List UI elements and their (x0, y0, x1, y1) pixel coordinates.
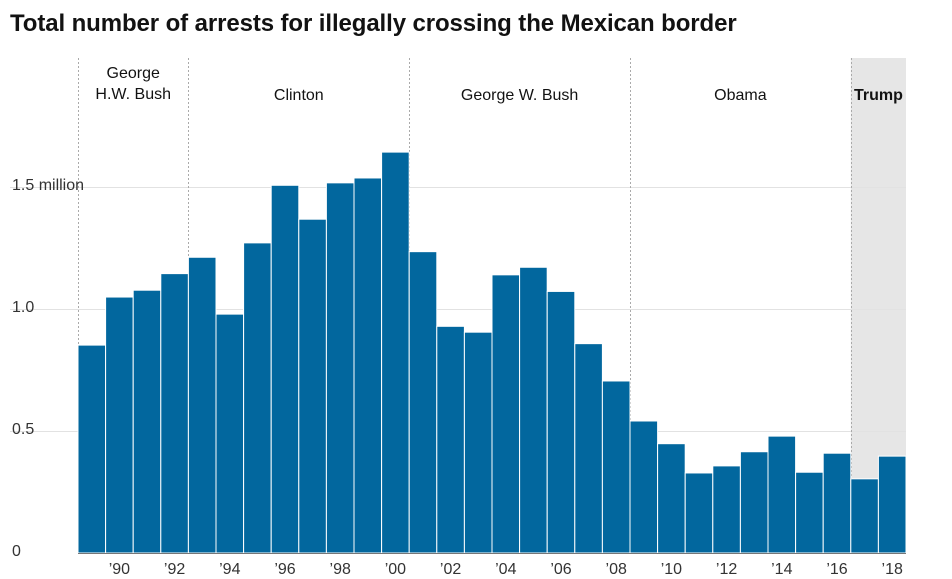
x-tick-label: ’94 (219, 561, 240, 578)
x-tick-label: ’02 (440, 561, 461, 578)
bar-2013 (739, 451, 769, 554)
y-tick-label: 0.5 (12, 421, 34, 438)
x-tick-label: ’10 (661, 561, 682, 578)
y-tick-label: 1.0 (12, 299, 34, 316)
y-tick-label: 0 (12, 543, 21, 560)
bar-1997 (298, 218, 327, 554)
bar-2002 (436, 325, 465, 554)
bar-2017 (850, 478, 879, 554)
bar-2009 (629, 420, 659, 554)
bar-1992 (160, 273, 189, 554)
x-tick-label: ’04 (495, 561, 516, 578)
presidency-label: George H.W. Bush (95, 65, 171, 103)
bar-2007 (574, 343, 603, 554)
x-tick-label: ’06 (550, 561, 571, 578)
bar-1999 (353, 177, 383, 554)
bar-1990 (105, 296, 134, 554)
bar-1993 (187, 256, 217, 554)
bar-2012 (712, 465, 741, 554)
bar-1989 (77, 344, 107, 554)
bar-2014 (767, 435, 797, 554)
bar-2005 (519, 266, 548, 554)
presidency-label: Clinton (274, 87, 324, 104)
bar-2008 (601, 380, 631, 554)
bar-2016 (822, 452, 852, 554)
bar-2000 (381, 151, 410, 554)
presidency-label: Trump (854, 87, 903, 104)
bar-2010 (657, 443, 686, 554)
x-tick-label: ’90 (109, 561, 130, 578)
bar-2015 (795, 471, 824, 554)
bar-2018 (877, 455, 907, 554)
presidency-label: George W. Bush (461, 87, 578, 104)
x-tick-label: ’08 (606, 561, 627, 578)
chart-title: Total number of arrests for illegally cr… (10, 10, 737, 37)
bar-2001 (408, 251, 438, 554)
bar-1998 (325, 182, 355, 554)
bar-1995 (243, 242, 272, 554)
x-tick-label: ’14 (771, 561, 792, 578)
bar-2003 (463, 331, 493, 554)
x-tick-label: ’12 (716, 561, 737, 578)
x-tick-label: ’96 (274, 561, 295, 578)
x-tick-label: ’92 (164, 561, 185, 578)
y-tick-label: 1.5 million (12, 177, 84, 194)
presidency-label: Obama (714, 87, 767, 104)
x-tick-label: ’16 (826, 561, 847, 578)
x-tick-label: ’98 (330, 561, 351, 578)
bar-1991 (132, 289, 162, 554)
bar-2011 (684, 472, 714, 554)
x-tick-label: ’00 (385, 561, 406, 578)
bar-2006 (546, 290, 576, 554)
bar-2004 (491, 274, 521, 554)
x-tick-label: ’18 (882, 561, 903, 578)
bar-1996 (270, 184, 300, 554)
bar-1994 (215, 313, 245, 554)
